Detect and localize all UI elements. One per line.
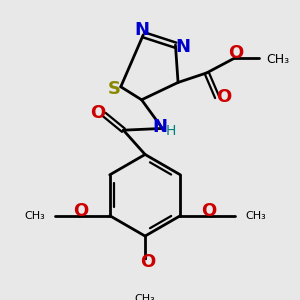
Text: O: O	[74, 202, 89, 220]
Text: S: S	[107, 80, 120, 98]
Text: N: N	[175, 38, 190, 56]
Text: H: H	[166, 124, 176, 138]
Text: O: O	[216, 88, 232, 106]
Text: CH₃: CH₃	[245, 211, 266, 221]
Text: O: O	[140, 253, 155, 271]
Text: CH₃: CH₃	[24, 211, 45, 221]
Text: N: N	[152, 118, 167, 136]
Text: O: O	[90, 104, 105, 122]
Text: N: N	[134, 21, 149, 39]
Text: O: O	[229, 44, 244, 62]
Text: CH₃: CH₃	[135, 294, 155, 300]
Text: CH₃: CH₃	[267, 52, 290, 65]
Text: O: O	[201, 202, 217, 220]
